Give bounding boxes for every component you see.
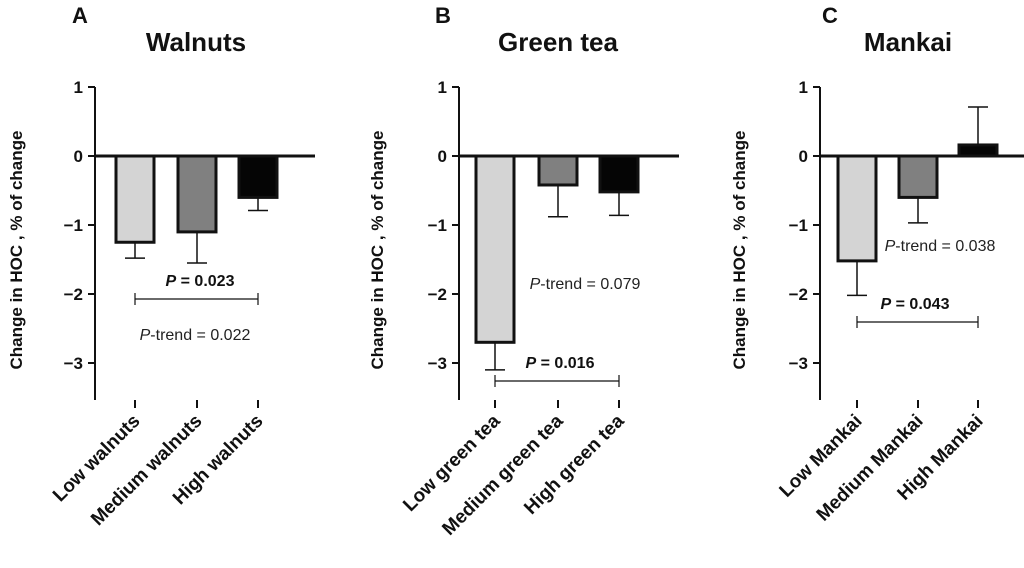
panel-letter: C xyxy=(822,3,838,28)
panel-title: Green tea xyxy=(498,27,618,57)
y-tick-label: 0 xyxy=(74,147,83,166)
bar-2 xyxy=(897,154,939,199)
y-tick-label: 1 xyxy=(438,78,447,97)
bar-3 xyxy=(598,154,640,194)
y-tick-label: 1 xyxy=(799,78,808,97)
p-value-text: = 0.016 xyxy=(536,355,594,372)
trend-p-value: P-trend = 0.079 xyxy=(530,276,641,293)
p-italic: P xyxy=(166,273,177,290)
bar-3 xyxy=(237,154,279,199)
y-tick-label: −2 xyxy=(428,285,447,304)
y-axis-label: Change in HOC , % of change xyxy=(730,131,749,370)
y-tick-label: 1 xyxy=(74,78,83,97)
panel-title: Mankai xyxy=(864,27,952,57)
bar-3 xyxy=(957,143,999,158)
bracket-p-value: P = 0.043 xyxy=(881,296,950,313)
y-tick-label: 0 xyxy=(438,147,447,166)
trend-text: -trend = 0.022 xyxy=(150,327,250,344)
bracket-p-value: P = 0.016 xyxy=(526,355,595,372)
y-tick-label: −2 xyxy=(789,285,808,304)
trend-text: -trend = 0.038 xyxy=(895,238,995,255)
bracket-p-value: P = 0.023 xyxy=(166,273,235,290)
bar-2 xyxy=(176,154,218,234)
panel-letter: A xyxy=(72,3,88,28)
y-axis-label: Change in HOC , % of change xyxy=(7,131,26,370)
y-tick-label: −1 xyxy=(64,216,83,235)
x-tick-label: Medium walnuts xyxy=(87,411,206,530)
trend-p-value: P-trend = 0.038 xyxy=(885,238,996,255)
p-italic: P xyxy=(885,238,896,255)
x-tick-label: Medium Mankai xyxy=(813,411,928,526)
p-value-text: = 0.043 xyxy=(891,296,949,313)
y-tick-label: −1 xyxy=(428,216,447,235)
panel-a: A Walnuts Change in HOC , % of change 1 0 −1 −… xyxy=(7,3,315,530)
panel-letter: B xyxy=(435,3,451,28)
trend-p-value: P-trend = 0.022 xyxy=(140,327,251,344)
p-value-text: = 0.023 xyxy=(176,273,234,290)
y-tick-label: −1 xyxy=(789,216,808,235)
p-italic: P xyxy=(530,276,541,293)
y-tick-label: −3 xyxy=(789,354,808,373)
bar-1 xyxy=(836,154,878,263)
y-tick-label: −3 xyxy=(64,354,83,373)
y-tick-label: −3 xyxy=(428,354,447,373)
p-italic: P xyxy=(526,355,537,372)
bar-1 xyxy=(114,154,156,244)
trend-text: -trend = 0.079 xyxy=(540,276,640,293)
y-tick-label: 0 xyxy=(799,147,808,166)
y-axis-label: Change in HOC , % of change xyxy=(368,131,387,370)
y-tick-label: −2 xyxy=(64,285,83,304)
panel-b: B Green tea Change in HOC , % of change 1 0 −… xyxy=(368,3,679,540)
bar-2 xyxy=(537,154,579,187)
p-italic: P xyxy=(881,296,892,313)
panel-title: Walnuts xyxy=(146,27,246,57)
bar-1 xyxy=(474,154,516,344)
p-italic: P xyxy=(140,327,151,344)
panel-c: C Mankai Change in HOC , % of change 1 0 −1 −2… xyxy=(730,3,1024,526)
